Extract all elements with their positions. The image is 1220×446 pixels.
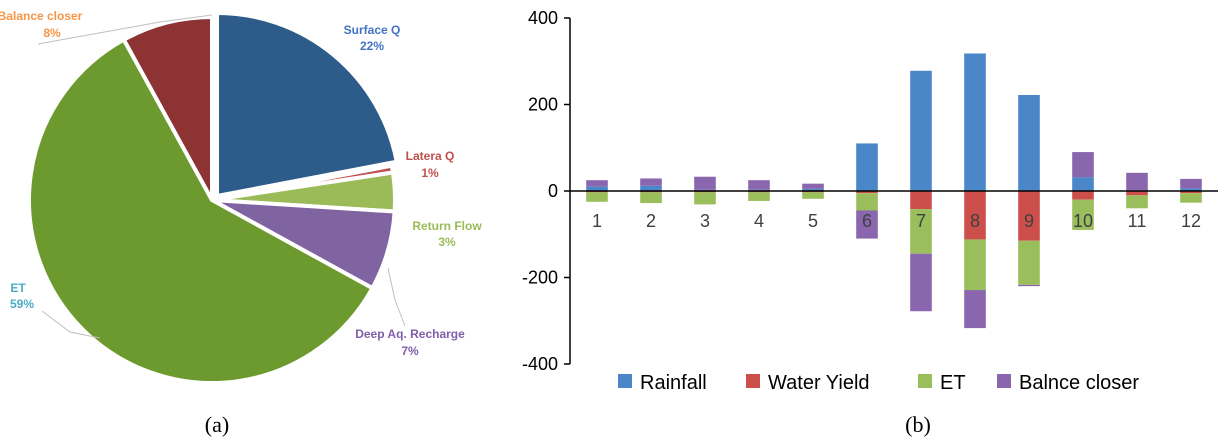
x-category-label: 11 (1128, 211, 1147, 231)
legend-swatch (618, 374, 632, 388)
pie-label-name: Return Flow (412, 219, 482, 233)
pie-label-name: Balance closer (0, 9, 83, 23)
bar-water-yield-12 (1180, 191, 1202, 194)
pie-label-name: Surface Q (344, 23, 401, 37)
y-tick-label: 400 (528, 8, 558, 28)
bar-et-2 (640, 192, 662, 204)
bar-et-11 (1126, 195, 1148, 209)
y-tick-label: -400 (522, 354, 558, 374)
bar-water-yield-7 (910, 191, 932, 210)
bar-rainfall-1 (586, 186, 608, 191)
legend-label: ET (940, 372, 966, 394)
bar-rainfall-7 (910, 70, 932, 191)
x-category-label: 9 (1024, 211, 1034, 231)
bar-balnce-closer-8 (964, 290, 986, 329)
bar-et-7 (910, 209, 932, 254)
x-category-label: 2 (646, 211, 656, 231)
bar-balnce-closer-1 (586, 180, 608, 187)
x-category-label: 4 (754, 211, 764, 231)
panel-label-a: (a) (205, 412, 229, 437)
bar-rainfall-2 (640, 185, 662, 191)
pie-label-percent: 22% (360, 39, 384, 53)
pie-leader-line (387, 267, 406, 327)
bar-water-yield-8 (964, 191, 986, 240)
pie-slice-balance-closer (121, 14, 214, 201)
bar-balnce-closer-11 (1126, 172, 1148, 191)
y-tick-label: -200 (522, 268, 558, 288)
pie-label-percent: 1% (421, 166, 439, 180)
x-category-label: 8 (970, 211, 980, 231)
pie-label-name: ET (10, 281, 26, 295)
pie-label-name: Deep Aq. Recharge (355, 327, 465, 341)
bar-et-10 (1072, 199, 1094, 230)
pie-label-percent: 8% (43, 26, 61, 40)
x-category-label: 5 (808, 211, 818, 231)
bar-et-6 (856, 193, 878, 211)
pie-leader-line (41, 310, 101, 339)
bar-et-8 (964, 239, 986, 291)
y-tick-label: 0 (548, 181, 558, 201)
bar-et-9 (1018, 240, 1040, 285)
bar-rainfall-9 (1018, 94, 1040, 191)
bar-water-yield-9 (1018, 191, 1040, 241)
bar-rainfall-10 (1072, 177, 1094, 191)
bar-balnce-closer-9 (1018, 284, 1040, 287)
x-category-label: 7 (916, 211, 926, 231)
x-category-label: 3 (700, 211, 710, 231)
bar-water-yield-11 (1126, 191, 1148, 196)
pie-label-name: Latera Q (406, 149, 455, 163)
legend-swatch (918, 374, 932, 388)
x-category-label: 10 (1073, 211, 1093, 231)
bar-water-yield-10 (1072, 191, 1094, 200)
bar-water-yield-6 (856, 191, 878, 194)
bar-balnce-closer-10 (1072, 152, 1094, 178)
bar-et-1 (586, 192, 608, 202)
legend-swatch (746, 374, 760, 388)
bar-chart-panel: -400 -200 0 200 400 1 2 3 4 5 6 7 8 9 10 11 12 Rainfall… (500, 0, 1220, 441)
x-category-label: 12 (1181, 211, 1201, 231)
pie-slice-surface-q (215, 10, 400, 199)
legend-swatch (997, 374, 1011, 388)
legend-label: Rainfall (640, 372, 707, 394)
bar-rainfall-6 (856, 143, 878, 191)
bar-balnce-closer-2 (640, 178, 662, 186)
bar-rainfall-5 (802, 188, 824, 191)
bar-balnce-closer-5 (802, 183, 824, 189)
bar-et-5 (802, 192, 824, 199)
bar-balnce-closer-4 (748, 180, 770, 190)
pie-label-percent: 7% (401, 344, 419, 358)
bar-balnce-closer-12 (1180, 178, 1202, 189)
pie-leader-line (37, 14, 213, 45)
panel-label-b: (b) (905, 412, 931, 437)
pie-slice-et (27, 36, 376, 385)
bar-balnce-closer-3 (694, 176, 716, 190)
bar-rainfall-12 (1180, 188, 1202, 191)
legend-label: Balnce closer (1019, 372, 1139, 394)
bar-et-3 (694, 192, 716, 205)
bar-balnce-closer-6 (856, 210, 878, 239)
pie-chart-panel: Surface Q 22% Latera Q 1% Return Flow 3% Deep … (0, 0, 500, 441)
pie-label-percent: 3% (438, 235, 456, 249)
bar-rainfall-8 (964, 53, 986, 192)
x-category-label: 6 (862, 211, 872, 231)
legend-label: Water Yield (768, 372, 870, 394)
bar-et-12 (1180, 193, 1202, 203)
x-category-label: 1 (592, 211, 602, 231)
bar-balnce-closer-7 (910, 253, 932, 312)
bar-et-4 (748, 192, 770, 201)
pie-label-percent: 59% (10, 297, 34, 311)
y-tick-label: 200 (528, 95, 558, 115)
pie-chart: Surface Q 22% Latera Q 1% Return Flow 3% Deep … (0, 9, 482, 437)
